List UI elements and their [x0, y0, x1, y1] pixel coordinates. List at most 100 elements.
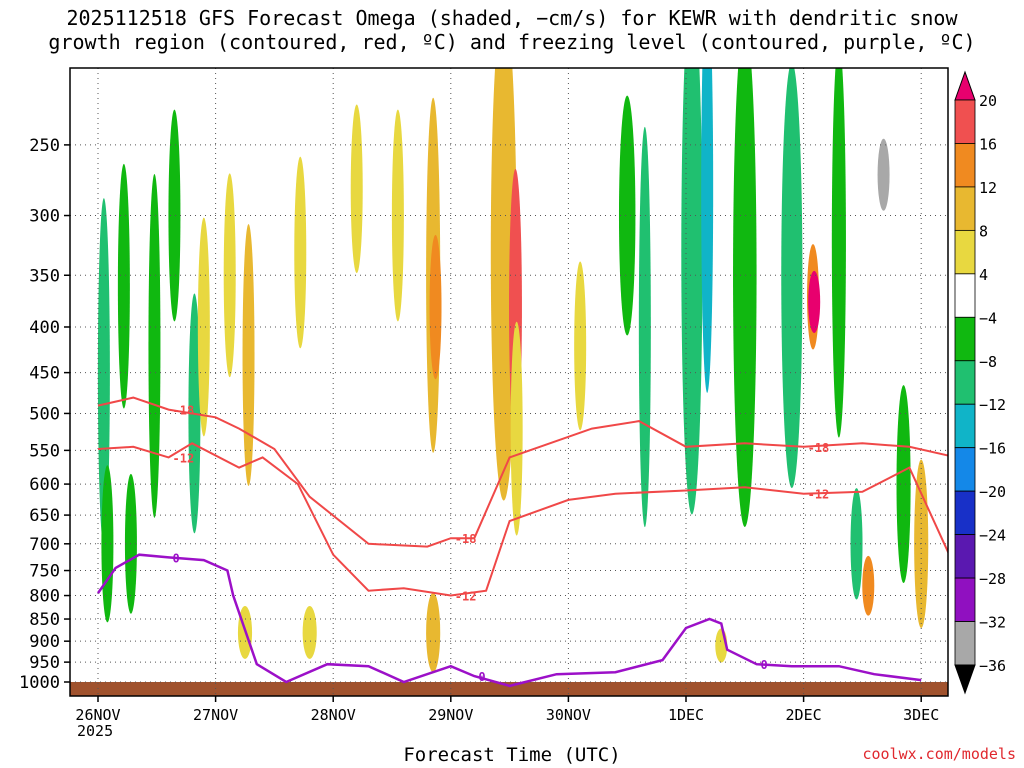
x-tick-label: 3DEC [903, 706, 939, 724]
omega-cell [148, 174, 161, 518]
y-tick-label: 900 [29, 632, 60, 652]
plot-frame [69, 67, 949, 697]
y-tick-label: 400 [29, 318, 60, 338]
contour-label: -12 [455, 590, 477, 604]
chart-title-line-1: 2025112518 GFS Forecast Omega (shaded, −… [66, 6, 958, 30]
y-tick-label: 250 [29, 136, 60, 156]
y-tick-label: 950 [29, 653, 60, 673]
omega-cell [896, 385, 911, 584]
omega-cell [223, 173, 236, 378]
omega-cell [490, 68, 517, 501]
colorbar-segment [954, 577, 976, 622]
colorbar-segment [954, 360, 976, 405]
colorbar-label: −24 [979, 527, 1006, 545]
omega-cell [862, 555, 875, 616]
colorbar-segment [954, 186, 976, 231]
colorbar-label: −36 [979, 657, 1006, 675]
omega-cell [391, 109, 404, 322]
colorbar-label: −20 [979, 483, 1006, 501]
y-tick-label: 650 [29, 506, 60, 526]
shaded-omega-field [97, 68, 929, 673]
contour-label: -18 [173, 404, 195, 418]
credit-link[interactable]: coolwx.com/models [862, 745, 1016, 763]
omega-cell [294, 156, 307, 349]
omega-cell [574, 261, 587, 431]
chart-title-line-2: growth region (contoured, red, ºC) and f… [48, 30, 976, 54]
colorbar-segment [954, 447, 976, 492]
colorbar-label: −32 [979, 614, 1006, 632]
colorbar-segment [954, 229, 976, 275]
contour-label: -18 [455, 532, 477, 546]
y-tick-label: 800 [29, 587, 60, 607]
x-tick-label: 30NOV [546, 706, 591, 724]
contour-label: 0 [761, 658, 768, 672]
x-tick-label: 27NOV [193, 706, 238, 724]
colorbar-segment [954, 316, 976, 362]
omega-cell [733, 68, 757, 527]
omega-cell [242, 224, 255, 486]
omega-cell [350, 104, 363, 274]
colorbar-label: −16 [979, 440, 1006, 458]
y-tick-label: 450 [29, 364, 60, 384]
colorbar-segment [954, 143, 976, 188]
omega-cell [429, 234, 442, 380]
omega-cell [681, 68, 703, 515]
y-tick-label: 1000 [19, 673, 60, 693]
omega-cell [101, 465, 114, 623]
colorbar-segment [954, 490, 976, 536]
colorbar-top-arrow [954, 70, 976, 101]
omega-cell [168, 109, 181, 322]
omega-cell [510, 321, 523, 536]
omega-cell [97, 198, 110, 548]
y-tick-label: 550 [29, 441, 60, 461]
omega-cell [808, 270, 821, 334]
omega-cell [701, 68, 714, 393]
colorbar-segment [954, 534, 976, 579]
y-tick-label: 300 [29, 207, 60, 227]
omega-cell [618, 95, 636, 336]
y-tick-label: 850 [29, 610, 60, 630]
y-tick-label: 500 [29, 404, 60, 424]
x-tick-label: 26NOV [75, 706, 120, 724]
x-tick-label: 28NOV [311, 706, 356, 724]
colorbar-label: −8 [979, 353, 997, 371]
x-tick-label: 29NOV [428, 706, 473, 724]
contour-label: -12 [808, 488, 830, 502]
colorbar-segment [954, 273, 976, 318]
colorbar-label: −4 [979, 309, 997, 327]
contour--12 [97, 442, 948, 597]
y-tick-label: 750 [29, 562, 60, 582]
omega-cell [117, 163, 130, 409]
contour-0 [96, 553, 922, 688]
colorbar-label: 16 [979, 135, 997, 153]
colorbar-bottom-arrow [954, 664, 976, 695]
x-tick-label: 1DEC [668, 706, 704, 724]
contour-label: -12 [173, 451, 195, 465]
contour-label: 0 [478, 670, 485, 684]
y-tick-label: 600 [29, 475, 60, 495]
colorbar-label: 8 [979, 222, 988, 240]
colorbar-label: 12 [979, 179, 997, 197]
x-tick-label: 2DEC [786, 706, 822, 724]
y-tick-label: 350 [29, 266, 60, 286]
contour-label: 0 [173, 551, 180, 565]
colorbar-label: 4 [979, 266, 988, 284]
year-label: 2025 [77, 722, 114, 740]
colorbar-label: −12 [979, 396, 1006, 414]
colorbar-segment [954, 99, 976, 144]
ground-band [70, 682, 948, 696]
omega-cell [877, 138, 890, 211]
omega-cell [781, 68, 803, 489]
colorbar-segment [954, 621, 976, 666]
omega-cell [197, 217, 210, 437]
omega-cell [302, 606, 317, 659]
colorbar-segment [954, 403, 976, 449]
contour--18 [97, 396, 948, 548]
x-axis-label: Forecast Time (UTC) [403, 744, 621, 766]
y-tick-label: 700 [29, 535, 60, 555]
omega-cell [426, 592, 441, 673]
colorbar-label: 20 [979, 92, 997, 110]
colorbar-label: −28 [979, 570, 1006, 588]
omega-cell [831, 68, 846, 438]
